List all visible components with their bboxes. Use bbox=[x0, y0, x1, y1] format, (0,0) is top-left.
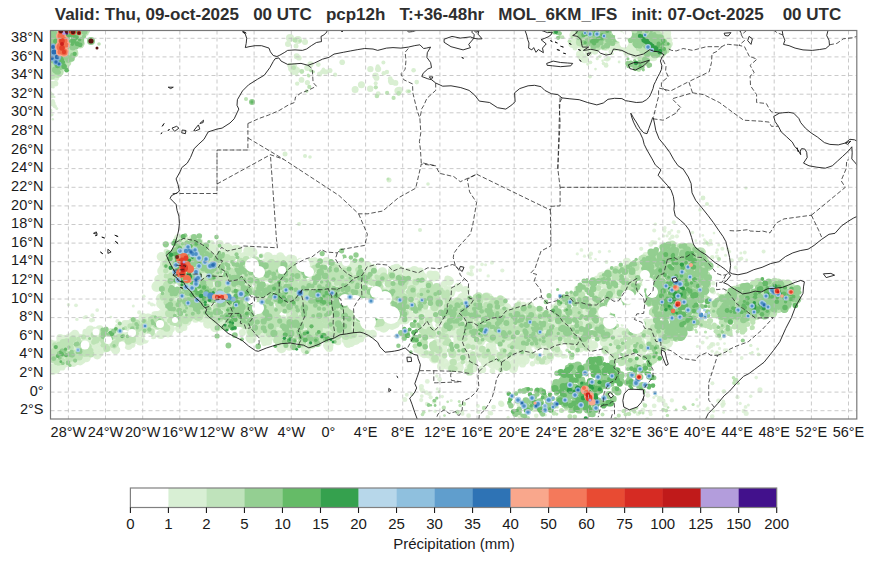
svg-text:Précipitation (mm): Précipitation (mm) bbox=[393, 535, 515, 552]
svg-text:150: 150 bbox=[726, 515, 751, 532]
svg-text:4°E: 4°E bbox=[354, 424, 378, 440]
svg-text:24°W: 24°W bbox=[88, 424, 124, 440]
svg-text:20°W: 20°W bbox=[125, 424, 161, 440]
svg-text:4°W: 4°W bbox=[278, 424, 306, 440]
svg-text:2°S: 2°S bbox=[20, 401, 44, 417]
svg-text:52°E: 52°E bbox=[796, 424, 828, 440]
svg-text:36°N: 36°N bbox=[11, 48, 43, 64]
svg-text:20°N: 20°N bbox=[11, 197, 43, 213]
svg-text:0: 0 bbox=[126, 515, 134, 532]
svg-text:6°N: 6°N bbox=[19, 327, 43, 343]
svg-text:1: 1 bbox=[164, 515, 172, 532]
svg-text:8°W: 8°W bbox=[240, 424, 268, 440]
svg-text:16°N: 16°N bbox=[11, 234, 43, 250]
svg-text:32°N: 32°N bbox=[11, 85, 43, 101]
svg-text:20°E: 20°E bbox=[498, 424, 530, 440]
svg-text:Valid: Thu, 09-oct-2025 00 U: Valid: Thu, 09-oct-2025 00 UTC pcp12h T:… bbox=[55, 5, 841, 24]
svg-text:12°E: 12°E bbox=[424, 424, 456, 440]
svg-text:32°E: 32°E bbox=[610, 424, 642, 440]
svg-text:8°N: 8°N bbox=[19, 308, 43, 324]
svg-text:34°N: 34°N bbox=[11, 66, 43, 82]
svg-text:8°E: 8°E bbox=[391, 424, 415, 440]
svg-text:5: 5 bbox=[240, 515, 248, 532]
svg-text:24°E: 24°E bbox=[535, 424, 567, 440]
svg-text:2°N: 2°N bbox=[19, 364, 43, 380]
svg-text:12°N: 12°N bbox=[11, 271, 43, 287]
svg-text:35: 35 bbox=[464, 515, 481, 532]
svg-text:48°E: 48°E bbox=[758, 424, 790, 440]
svg-text:40: 40 bbox=[502, 515, 519, 532]
svg-text:15: 15 bbox=[312, 515, 329, 532]
svg-text:10: 10 bbox=[274, 515, 291, 532]
svg-text:38°N: 38°N bbox=[11, 29, 43, 45]
svg-text:56°E: 56°E bbox=[833, 424, 865, 440]
svg-text:60: 60 bbox=[578, 515, 595, 532]
svg-text:12°W: 12°W bbox=[199, 424, 235, 440]
svg-text:26°N: 26°N bbox=[11, 141, 43, 157]
svg-text:200: 200 bbox=[764, 515, 789, 532]
svg-text:22°N: 22°N bbox=[11, 178, 43, 194]
svg-text:25: 25 bbox=[388, 515, 405, 532]
svg-text:4°N: 4°N bbox=[19, 345, 43, 361]
svg-text:28°N: 28°N bbox=[11, 122, 43, 138]
svg-text:28°W: 28°W bbox=[51, 424, 87, 440]
svg-text:125: 125 bbox=[688, 515, 713, 532]
svg-text:2: 2 bbox=[202, 515, 210, 532]
svg-text:10°N: 10°N bbox=[11, 290, 43, 306]
svg-text:50: 50 bbox=[540, 515, 557, 532]
svg-text:20: 20 bbox=[350, 515, 367, 532]
svg-text:40°E: 40°E bbox=[684, 424, 716, 440]
svg-text:30°N: 30°N bbox=[11, 103, 43, 119]
svg-text:14°N: 14°N bbox=[11, 252, 43, 268]
svg-text:36°E: 36°E bbox=[647, 424, 679, 440]
svg-text:28°E: 28°E bbox=[573, 424, 605, 440]
svg-text:0°: 0° bbox=[30, 383, 44, 399]
svg-text:18°N: 18°N bbox=[11, 215, 43, 231]
svg-text:24°N: 24°N bbox=[11, 159, 43, 175]
svg-text:0°: 0° bbox=[321, 424, 335, 440]
svg-text:30: 30 bbox=[426, 515, 443, 532]
svg-text:75: 75 bbox=[616, 515, 633, 532]
svg-text:44°E: 44°E bbox=[721, 424, 753, 440]
svg-text:16°E: 16°E bbox=[461, 424, 493, 440]
svg-text:100: 100 bbox=[650, 515, 675, 532]
svg-text:16°W: 16°W bbox=[162, 424, 198, 440]
